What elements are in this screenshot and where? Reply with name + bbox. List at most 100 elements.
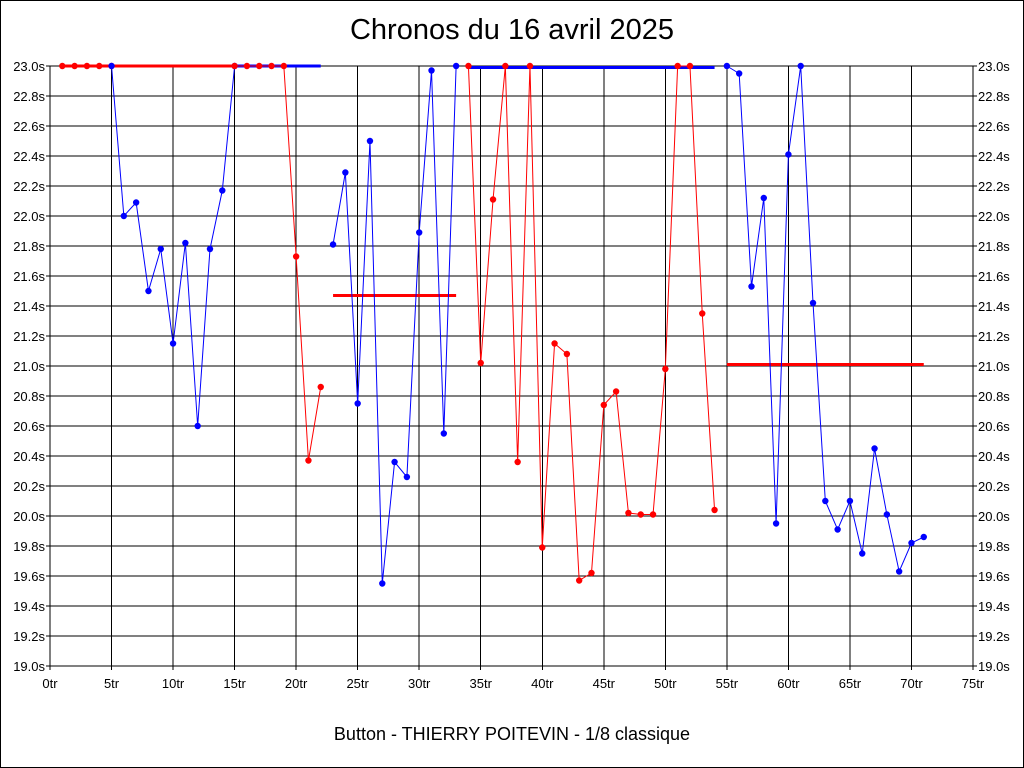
x-tick-label: 0tr <box>42 676 58 691</box>
data-point <box>256 62 263 70</box>
data-point <box>588 569 595 577</box>
data-point <box>563 350 571 358</box>
data-point <box>908 539 915 547</box>
data-point <box>625 509 632 517</box>
data-point <box>403 473 411 481</box>
data-point <box>760 194 767 202</box>
data-point <box>132 199 140 206</box>
x-tick-label: 5tr <box>104 676 120 691</box>
data-point <box>354 400 361 407</box>
y-tick-label-left: 22.2s <box>13 179 45 194</box>
y-tick-label-right: 20.6s <box>978 419 1010 434</box>
series-line <box>332 65 457 584</box>
x-tick-label: 35tr <box>470 676 493 691</box>
data-point <box>305 457 312 464</box>
y-tick-label-left: 19.6s <box>13 569 45 584</box>
y-tick-label-left: 21.0s <box>13 359 45 374</box>
data-point <box>514 458 521 466</box>
data-point <box>440 430 448 437</box>
x-tick-label: 40tr <box>531 676 554 691</box>
data-point <box>699 310 706 317</box>
data-point <box>416 229 423 236</box>
data-point <box>452 62 460 70</box>
y-tick-label-right: 19.8s <box>978 539 1010 554</box>
data-point <box>71 62 78 70</box>
data-point <box>391 458 398 466</box>
y-tick-label-left: 22.6s <box>13 119 45 134</box>
y-tick-label-right: 20.8s <box>978 389 1010 404</box>
y-tick-label-right: 23.0s <box>978 59 1010 74</box>
data-point <box>465 62 472 70</box>
data-point <box>920 533 927 541</box>
x-tick-label: 10tr <box>162 676 185 691</box>
y-tick-label-left: 19.2s <box>13 629 45 644</box>
data-point <box>822 497 829 505</box>
data-point <box>342 169 349 176</box>
data-point <box>219 187 226 194</box>
data-point <box>59 62 66 70</box>
y-tick-label-right: 20.2s <box>978 479 1010 494</box>
y-tick-label-right: 22.8s <box>978 89 1010 104</box>
series-line <box>234 65 322 461</box>
series-lines <box>62 65 924 584</box>
x-tick-label: 70tr <box>900 676 923 691</box>
x-tick-label: 20tr <box>285 676 308 691</box>
data-point <box>895 568 903 575</box>
y-tick-label-right: 21.4s <box>978 299 1010 314</box>
x-tick-label: 65tr <box>839 676 862 691</box>
y-tick-label-right: 20.4s <box>978 449 1010 464</box>
data-point <box>243 62 251 70</box>
y-tick-label-right: 19.4s <box>978 599 1010 614</box>
data-point <box>883 511 891 518</box>
data-point <box>379 580 386 587</box>
y-tick-label-left: 20.0s <box>13 509 45 524</box>
chart-subtitle: Button - THIERRY POITEVIN - 1/8 classiqu… <box>333 724 691 744</box>
y-tick-label-left: 20.4s <box>13 449 45 464</box>
data-point <box>612 388 620 395</box>
y-tick-label-left: 20.2s <box>13 479 45 494</box>
y-tick-label-right: 22.0s <box>978 209 1010 224</box>
y-tick-label-left: 22.4s <box>13 149 45 164</box>
x-tick-label: 50tr <box>654 676 677 691</box>
y-tick-label-right: 21.6s <box>978 269 1010 284</box>
data-point <box>366 137 374 145</box>
data-point <box>231 62 238 70</box>
y-tick-label-left: 19.0s <box>13 659 45 674</box>
data-point <box>797 62 804 70</box>
data-point <box>834 526 841 533</box>
x-tick-label: 45tr <box>593 676 616 691</box>
data-point <box>83 62 91 70</box>
y-tick-label-left: 21.8s <box>13 239 45 254</box>
y-tick-label-left: 23.0s <box>13 59 45 74</box>
data-point <box>723 62 731 70</box>
data-point <box>748 283 755 290</box>
data-point <box>157 245 164 253</box>
data-point <box>182 239 189 247</box>
data-point <box>662 365 669 373</box>
y-tick-label-left: 22.8s <box>13 89 45 104</box>
data-point <box>120 212 128 220</box>
data-point <box>785 151 792 158</box>
y-tick-label-left: 21.6s <box>13 269 45 284</box>
data-point <box>637 511 644 518</box>
data-point <box>846 497 854 505</box>
data-point <box>292 253 300 260</box>
data-point <box>169 340 177 347</box>
y-tick-label-right: 22.2s <box>978 179 1010 194</box>
tick-labels: 19.0s 19.0s 19.2s 19.2s 19.4s 19.4s 19.6s 19.6s… <box>13 59 1010 691</box>
y-tick-label-left: 21.4s <box>13 299 45 314</box>
series-line <box>726 65 924 574</box>
chart-title: Chronos du 16 avril 2025 <box>349 14 675 46</box>
data-point <box>268 62 275 70</box>
data-point <box>551 340 558 347</box>
data-point <box>649 511 657 518</box>
x-tick-label: 25tr <box>346 676 369 691</box>
y-tick-label-right: 19.6s <box>978 569 1010 584</box>
y-tick-label-right: 21.8s <box>978 239 1010 254</box>
data-point <box>428 67 435 74</box>
data-points <box>59 62 927 587</box>
data-point <box>489 196 497 203</box>
y-tick-label-left: 19.8s <box>13 539 45 554</box>
y-tick-label-right: 22.4s <box>978 149 1010 164</box>
data-point <box>859 550 866 557</box>
